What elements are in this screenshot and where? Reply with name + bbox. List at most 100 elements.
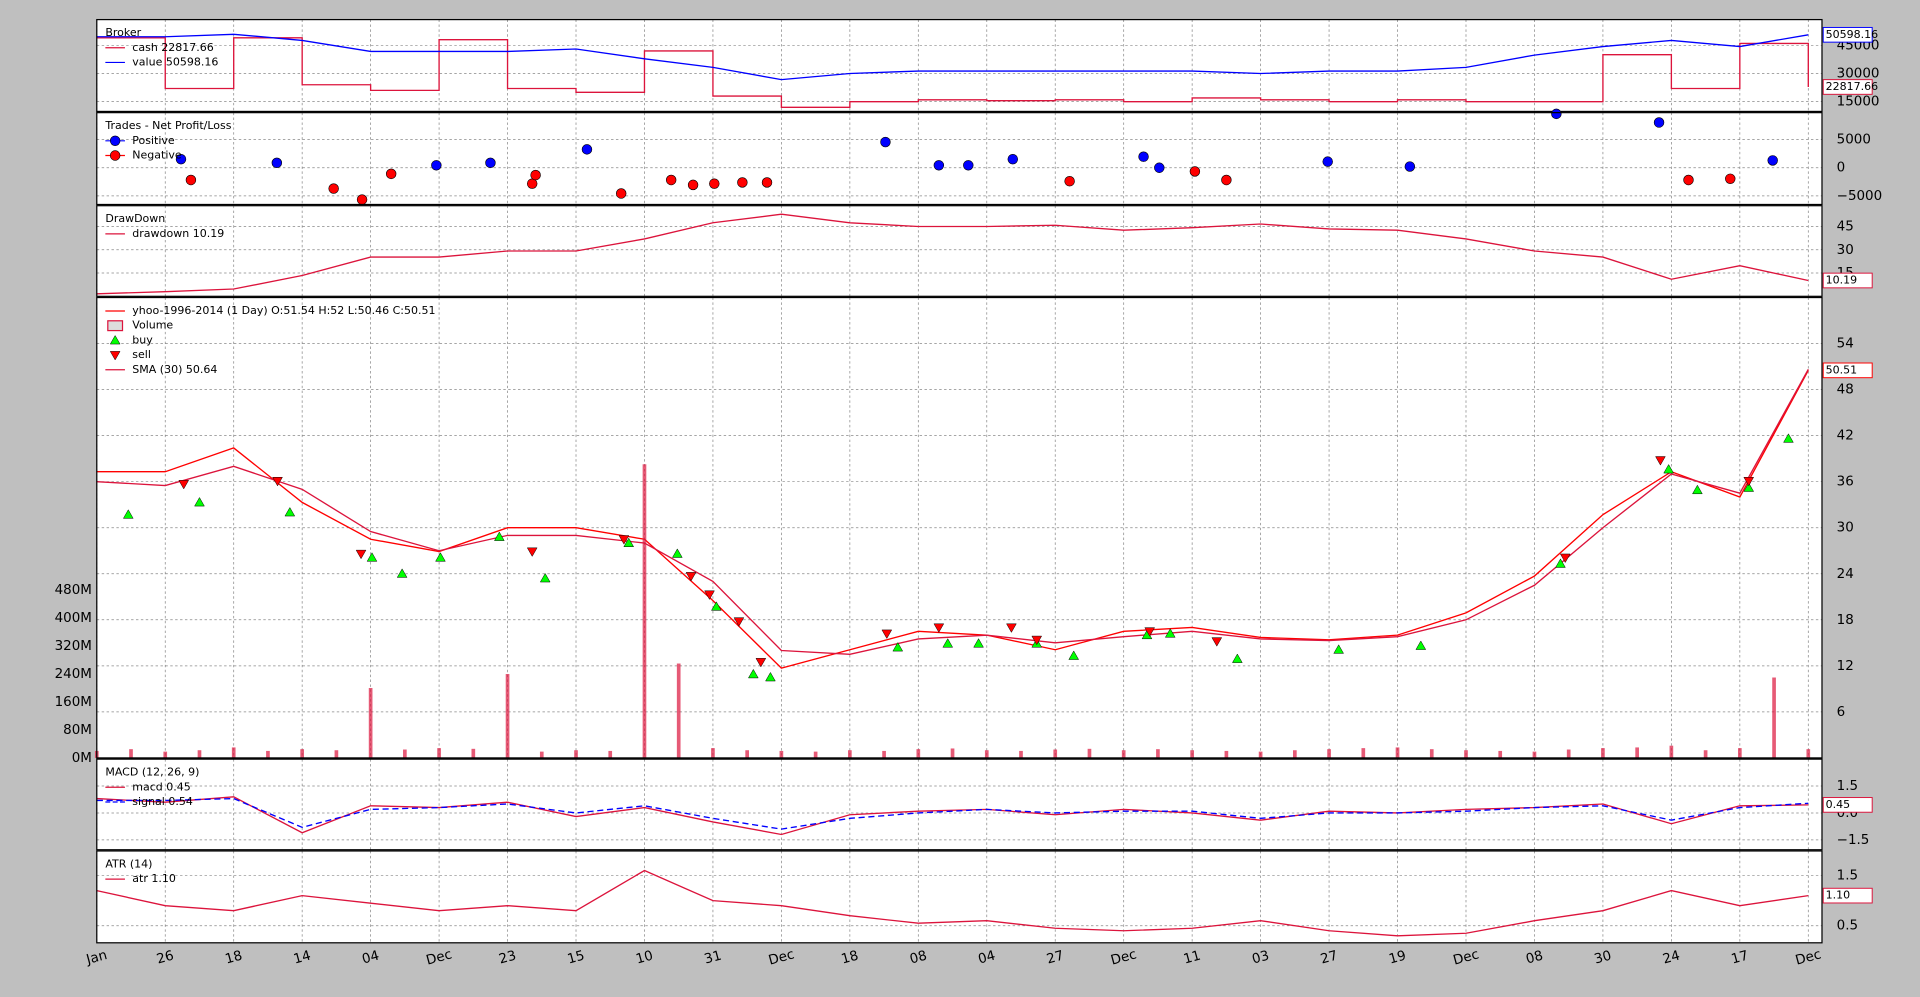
- line-series: [96, 797, 1809, 830]
- x-tick-label: 08: [1524, 949, 1544, 968]
- sell-marker: [1743, 476, 1755, 487]
- volume-bar: [1429, 749, 1434, 758]
- x-tick-label: Dec: [1452, 947, 1481, 968]
- sell-marker: [1006, 623, 1017, 633]
- sell-marker: [685, 572, 697, 582]
- volume-bar: [676, 663, 681, 758]
- last-value-box: [1822, 79, 1873, 95]
- legend-label: buy: [132, 333, 153, 346]
- sell-marker: [1211, 637, 1223, 647]
- sell-marker: [881, 629, 893, 640]
- last-value-label: 22817.66: [1826, 80, 1879, 93]
- x-tick-label: 27: [1319, 949, 1339, 968]
- trade-point: [1551, 108, 1562, 120]
- trade-point: [356, 194, 368, 205]
- last-value-box: [1822, 362, 1873, 379]
- volume-bar: [1395, 747, 1400, 758]
- y-tick-label: 6: [1837, 705, 1846, 720]
- volume-bar: [848, 750, 852, 758]
- legend-label: Positive: [132, 134, 175, 147]
- sell-marker: [618, 535, 630, 545]
- sell-marker: [1144, 627, 1156, 637]
- legend-label: cash 22817.66: [132, 41, 213, 54]
- y-tick-label: 24: [1837, 567, 1854, 582]
- buy-marker: [623, 537, 635, 547]
- panel-frame: [96, 112, 1823, 206]
- sell-marker: [755, 658, 767, 668]
- volume-bar: [163, 751, 168, 758]
- trade-point: [1154, 162, 1165, 173]
- trade-point: [530, 169, 541, 181]
- y-tick-label: 30: [1837, 243, 1854, 258]
- volume-bar: [882, 750, 886, 758]
- x-tick-label: 11: [1182, 949, 1202, 968]
- volume-bar: [1532, 751, 1537, 758]
- volume-bar: [574, 750, 578, 758]
- panel: [96, 759, 1822, 850]
- volume-tick-label: 320M: [55, 639, 92, 654]
- panel-title: Broker: [105, 26, 141, 39]
- volume-bar: [1190, 750, 1194, 758]
- last-value-label: 50598.16: [1826, 28, 1879, 41]
- x-tick-label: 18: [840, 949, 860, 968]
- buy-marker: [1743, 482, 1755, 492]
- x-tick-label: 14: [292, 949, 312, 968]
- y-tick-label: 5000: [1837, 133, 1871, 148]
- sell-marker: [355, 549, 367, 560]
- buy-marker: [494, 531, 505, 541]
- volume-bar: [950, 748, 955, 758]
- y-tick-label: 0.5: [1837, 919, 1858, 934]
- x-tick-label: 27: [1045, 949, 1065, 968]
- legend-label: yhoo-1996-2014 (1 Day) O:51.54 H:52 L:50…: [132, 304, 435, 317]
- trade-point: [687, 179, 699, 191]
- last-value-label: 0.45: [1826, 798, 1851, 811]
- y-tick-label: −5000: [1837, 189, 1883, 204]
- volume-bar: [1772, 677, 1776, 758]
- volume-bar: [1258, 751, 1263, 758]
- panel-frame: [96, 850, 1823, 944]
- buy-marker: [748, 668, 759, 679]
- volume-tick-label: 80M: [63, 723, 92, 738]
- y-tick-label: 15000: [1837, 95, 1880, 110]
- buy-marker: [194, 497, 205, 507]
- legend-label: drawdown 10.19: [132, 227, 224, 240]
- panel-title: ATR (14): [105, 857, 152, 870]
- buy-marker: [1692, 484, 1703, 495]
- volume-bar: [539, 751, 544, 758]
- y-tick-label: 12: [1837, 659, 1854, 674]
- volume-bar: [1737, 748, 1742, 758]
- legend-label: Negative: [132, 149, 182, 162]
- y-tick-label: 1.5: [1837, 869, 1858, 884]
- trade-point: [1189, 166, 1201, 177]
- trade-point: [328, 183, 339, 194]
- buy-marker: [435, 552, 446, 562]
- last-value-box: [1822, 272, 1873, 289]
- buy-marker: [765, 671, 776, 682]
- volume-bar: [231, 747, 236, 758]
- y-tick-label: 36: [1837, 475, 1854, 490]
- volume-bar: [779, 750, 784, 758]
- x-tick-label: 24: [1661, 949, 1681, 968]
- panel-frame: [96, 758, 1823, 851]
- buy-marker: [942, 638, 954, 648]
- buy-marker: [1232, 653, 1243, 663]
- trade-point: [737, 177, 748, 188]
- volume-tick-label: 240M: [55, 667, 92, 682]
- buy-marker: [1068, 650, 1080, 660]
- volume-bar: [745, 750, 749, 758]
- x-tick-label: Dec: [1794, 947, 1823, 968]
- volume-bar: [608, 750, 613, 758]
- last-value-box: [1822, 887, 1873, 904]
- volume-bar: [129, 749, 133, 758]
- trade-point: [1322, 156, 1333, 167]
- sell-marker: [733, 617, 745, 627]
- panel: [96, 850, 1822, 943]
- panel-frame: [96, 296, 1823, 759]
- legend-swatch: [109, 150, 121, 161]
- legend-label: sell: [132, 348, 151, 361]
- sell-marker: [272, 476, 283, 487]
- x-tick-label: 23: [497, 949, 517, 968]
- volume-bar: [1464, 750, 1468, 758]
- volume-bar: [1806, 749, 1811, 758]
- volume-tick-label: 0M: [72, 751, 92, 766]
